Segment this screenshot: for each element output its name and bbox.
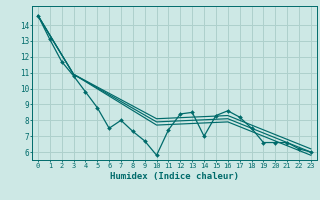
X-axis label: Humidex (Indice chaleur): Humidex (Indice chaleur) (110, 172, 239, 181)
